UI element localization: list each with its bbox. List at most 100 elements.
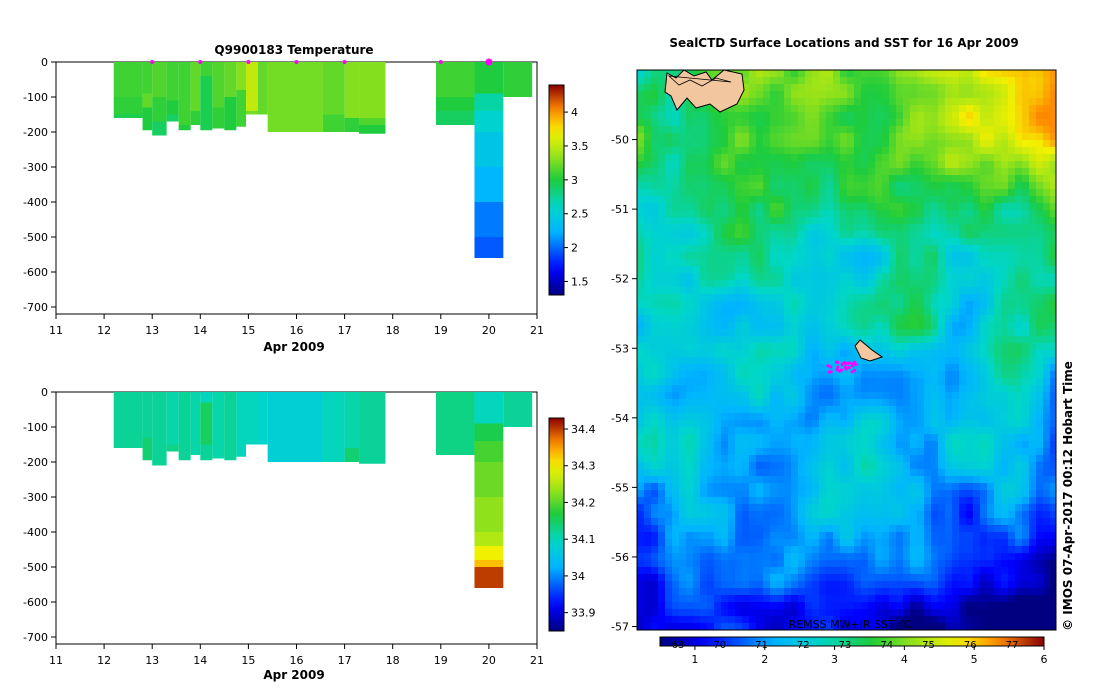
sst-cell xyxy=(658,609,665,616)
sst-cell xyxy=(637,462,644,469)
sst-cell xyxy=(819,406,826,413)
sst-cell xyxy=(875,420,882,427)
sst-cell xyxy=(756,469,763,476)
sst-cell xyxy=(973,287,980,294)
sst-cell xyxy=(1043,189,1050,196)
sst-cell xyxy=(868,399,875,406)
sst-cell xyxy=(938,98,945,105)
sst-cell xyxy=(826,518,833,525)
sst-cell xyxy=(826,70,833,77)
sst-cell xyxy=(931,553,938,560)
sst-cell xyxy=(875,434,882,441)
sst-cell xyxy=(1022,595,1029,602)
sst-cell xyxy=(714,378,721,385)
sst-cell xyxy=(833,119,840,126)
sst-cell xyxy=(735,112,742,119)
sst-cell xyxy=(1043,511,1050,518)
sst-cell xyxy=(847,413,854,420)
sst-cell xyxy=(679,497,686,504)
sst-cell xyxy=(700,560,707,567)
sst-cell xyxy=(980,196,987,203)
sst-cell xyxy=(938,595,945,602)
sst-cell xyxy=(903,574,910,581)
sst-cell xyxy=(721,532,728,539)
sst-cell xyxy=(700,231,707,238)
sst-cell xyxy=(840,392,847,399)
sst-cell xyxy=(1029,154,1036,161)
sst-cell xyxy=(1008,553,1015,560)
profile-cell xyxy=(245,62,259,111)
sst-cell xyxy=(896,399,903,406)
sst-cell xyxy=(714,70,721,77)
sst-cell xyxy=(847,315,854,322)
sst-cell xyxy=(952,574,959,581)
sst-cell xyxy=(952,301,959,308)
sst-cell xyxy=(777,581,784,588)
sst-cell xyxy=(861,280,868,287)
sst-cell xyxy=(924,294,931,301)
sst-cell xyxy=(1022,483,1029,490)
sst-cell xyxy=(910,602,917,609)
sst-cell xyxy=(763,126,770,133)
sst-cell xyxy=(805,336,812,343)
sst-cell xyxy=(868,77,875,84)
sst-cell xyxy=(791,602,798,609)
sst-cell xyxy=(917,105,924,112)
sst-cell xyxy=(770,252,777,259)
sst-cell xyxy=(945,161,952,168)
sst-cell xyxy=(917,154,924,161)
sst-cell xyxy=(819,588,826,595)
profile-cell xyxy=(152,392,167,466)
sst-cell xyxy=(924,266,931,273)
sst-cell xyxy=(966,588,973,595)
sst-cell xyxy=(714,140,721,147)
sst-cell xyxy=(770,581,777,588)
sst-cell xyxy=(707,196,714,203)
sst-cell xyxy=(805,280,812,287)
sst-cell xyxy=(714,413,721,420)
sst-cell xyxy=(714,245,721,252)
sst-cell xyxy=(903,560,910,567)
sst-cell xyxy=(756,77,763,84)
sst-cell xyxy=(931,546,938,553)
sst-cell xyxy=(945,441,952,448)
sst-cell xyxy=(973,91,980,98)
sst-cell xyxy=(749,434,756,441)
sst-cell xyxy=(700,553,707,560)
sst-cell xyxy=(833,105,840,112)
sst-cell xyxy=(826,616,833,623)
sst-cell xyxy=(1001,546,1008,553)
sst-cell xyxy=(924,161,931,168)
sst-cell xyxy=(854,77,861,84)
sst-cell xyxy=(1050,133,1056,140)
sst-cell xyxy=(707,266,714,273)
sst-cell xyxy=(812,154,819,161)
sst-cell xyxy=(707,336,714,343)
sst-cell xyxy=(987,224,994,231)
sst-cell xyxy=(763,364,770,371)
sst-cell xyxy=(938,119,945,126)
sst-cell xyxy=(952,546,959,553)
sst-cell xyxy=(847,483,854,490)
profile-cell xyxy=(258,62,268,115)
sst-cell xyxy=(700,609,707,616)
sst-cell xyxy=(672,623,679,630)
profile-cell xyxy=(236,90,246,127)
sst-cell xyxy=(679,231,686,238)
sst-cell xyxy=(763,553,770,560)
sst-cell xyxy=(924,126,931,133)
sst-cell xyxy=(1043,70,1050,77)
sst-cell xyxy=(840,595,847,602)
sst-cell xyxy=(931,476,938,483)
sst-cell xyxy=(728,175,735,182)
sst-cell xyxy=(1008,84,1015,91)
sst-cell xyxy=(728,238,735,245)
sst-cell xyxy=(1043,378,1050,385)
sst-cell xyxy=(658,203,665,210)
sst-cell xyxy=(658,413,665,420)
sst-cell xyxy=(1022,455,1029,462)
sst-cell xyxy=(770,147,777,154)
sst-cell xyxy=(672,336,679,343)
sst-cell xyxy=(868,210,875,217)
sst-cell xyxy=(903,224,910,231)
